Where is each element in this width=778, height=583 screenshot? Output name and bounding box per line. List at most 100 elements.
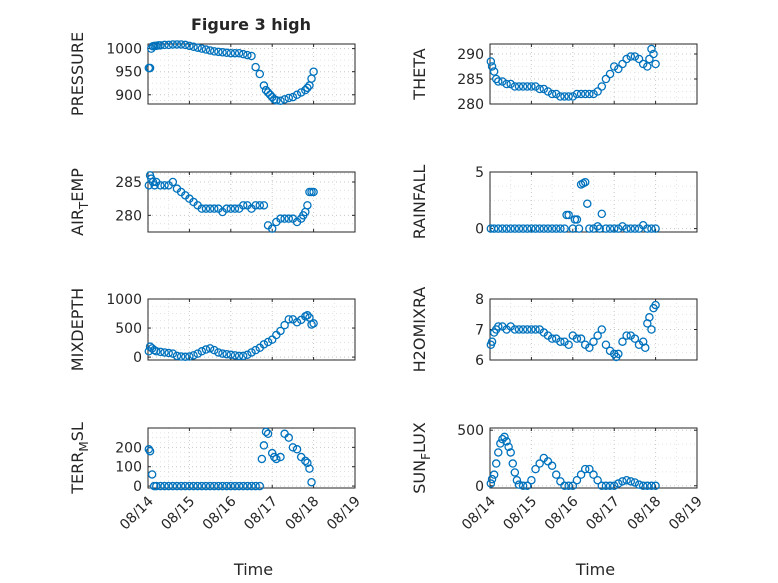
rainfall-point — [618, 222, 627, 231]
theta-point — [609, 62, 619, 71]
h2omixra-ytick-label-2: 8 — [475, 292, 484, 308]
air_temp-point — [230, 204, 240, 213]
theta-point — [645, 54, 654, 64]
sun_flux-point — [622, 475, 631, 485]
rainfall-point — [523, 224, 532, 233]
mixdepth-point — [197, 347, 207, 356]
pressure-point — [145, 63, 155, 73]
h2omixra-point — [601, 340, 611, 349]
pressure-point — [292, 90, 302, 100]
sun_flux-point — [576, 470, 586, 479]
theta-point — [585, 89, 594, 99]
theta-point — [638, 59, 648, 69]
terr_msl-point — [270, 452, 279, 462]
air_temp-point — [276, 214, 285, 223]
air_temp-point — [168, 177, 178, 187]
sun_flux-point — [514, 480, 524, 489]
air_temp-point — [309, 187, 318, 197]
pressure-point — [301, 85, 310, 95]
sun_flux-point — [560, 481, 569, 491]
rainfall-point — [494, 224, 503, 233]
theta-point — [564, 92, 573, 101]
pressure-point — [205, 46, 215, 55]
mixdepth-point — [259, 340, 269, 349]
terr_msl-point — [284, 433, 294, 442]
h2omixra-point — [556, 337, 565, 346]
pressure-point — [222, 48, 231, 58]
pressure-point — [164, 40, 173, 50]
pressure-point — [189, 42, 198, 52]
theta-point — [572, 89, 582, 99]
h2omixra-point — [645, 313, 654, 322]
pressure-ytick-label-0: 900 — [115, 88, 142, 104]
rainfall-point — [647, 224, 656, 233]
air_temp-point — [209, 204, 219, 213]
mixdepth-point — [222, 349, 231, 359]
sun_flux-point — [531, 464, 540, 474]
theta-point — [539, 84, 549, 94]
mixdepth-point — [247, 348, 256, 357]
rainfall-series — [486, 177, 660, 233]
air_temp-point — [284, 214, 294, 223]
pressure-point — [156, 41, 165, 50]
theta-point — [518, 82, 528, 91]
sun_flux-point — [508, 459, 518, 468]
sun_flux-point — [638, 481, 648, 491]
rainfall-point — [535, 224, 544, 233]
terr_msl-point — [214, 481, 223, 491]
theta-point — [535, 84, 544, 94]
pressure-point — [247, 51, 256, 61]
rainfall-point — [630, 224, 640, 233]
mixdepth-point — [172, 351, 182, 361]
sun_flux-point — [630, 478, 640, 487]
sun_flux-series — [486, 432, 660, 491]
terr_msl-xlabel: Time — [233, 560, 273, 579]
mixdepth-point — [193, 349, 202, 358]
sun_flux-point — [597, 481, 607, 491]
theta-point — [489, 67, 499, 76]
h2omixra-point — [647, 325, 656, 334]
h2omixra-point — [576, 334, 586, 343]
theta-point — [486, 57, 496, 66]
terr_msl-point — [218, 481, 227, 491]
theta-point — [580, 89, 590, 99]
rainfall-point — [585, 224, 594, 233]
pressure-point — [209, 47, 219, 56]
h2omixra-point — [593, 331, 602, 340]
air_temp-point — [303, 201, 312, 210]
sun_flux-point — [601, 481, 611, 491]
sun_flux-point — [651, 481, 660, 491]
sun_flux-point — [580, 464, 590, 474]
sun_flux-point — [494, 448, 503, 457]
sun_flux-axes-box — [489, 427, 698, 489]
pressure-point — [197, 44, 207, 53]
theta-point — [593, 87, 602, 96]
pressure-point — [255, 69, 265, 79]
air_temp-point — [197, 204, 207, 213]
theta-point — [523, 82, 532, 91]
rainfall-point — [543, 224, 553, 233]
theta-point — [560, 92, 569, 101]
pressure-point — [181, 40, 190, 50]
pressure-ylabel: PRESSURE — [68, 32, 87, 116]
theta-point — [647, 44, 656, 54]
h2omixra-point — [547, 334, 557, 343]
theta-point — [531, 82, 540, 91]
terr_msl-point — [301, 456, 310, 466]
theta-point — [651, 59, 660, 69]
rainfall-point — [580, 177, 590, 187]
figure-title: Figure 3 high — [191, 15, 311, 34]
theta-ytick-label-1: 285 — [457, 72, 484, 88]
rainfall-point — [556, 224, 565, 233]
mixdepth-ylabel: MIXDEPTH — [68, 288, 87, 371]
theta-point — [506, 79, 515, 89]
sun_flux-point — [551, 470, 561, 479]
sun_flux-point — [643, 481, 652, 491]
terr_msl-point — [288, 443, 298, 452]
mixdepth-point — [251, 345, 260, 355]
sun_flux-point — [618, 477, 627, 486]
h2omixra-point — [622, 331, 631, 340]
rainfall-point — [539, 224, 549, 233]
